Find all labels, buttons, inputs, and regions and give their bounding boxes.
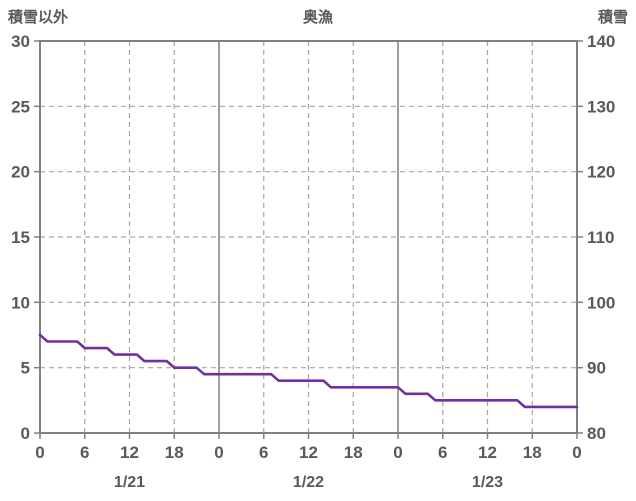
x-axis-tick-label: 18 — [344, 443, 363, 462]
x-axis-tick-label: 0 — [572, 443, 581, 462]
date-label: 1/22 — [293, 474, 324, 491]
left-axis-tick-label: 5 — [21, 359, 30, 378]
x-axis-tick-label: 18 — [165, 443, 184, 462]
x-axis-tick-label: 12 — [120, 443, 139, 462]
x-axis-tick-label: 6 — [259, 443, 268, 462]
x-axis-tick-label: 18 — [523, 443, 542, 462]
left-axis-title: 積雪以外 — [8, 9, 69, 26]
right-axis-tick-label: 130 — [587, 97, 615, 116]
x-axis-tick-label: 0 — [393, 443, 402, 462]
x-axis-tick-label: 6 — [80, 443, 89, 462]
left-axis-tick-label: 30 — [11, 32, 30, 51]
right-axis-tick-label: 110 — [587, 228, 614, 247]
left-axis-tick-label: 20 — [11, 163, 30, 182]
right-axis-tick-label: 120 — [587, 163, 615, 182]
left-axis-tick-label: 15 — [11, 228, 30, 247]
x-axis-tick-label: 6 — [438, 443, 447, 462]
left-axis-tick-label: 0 — [21, 424, 30, 443]
left-axis-tick-label: 10 — [11, 293, 30, 312]
right-axis-tick-label: 90 — [587, 359, 606, 378]
x-axis-tick-label: 12 — [299, 443, 318, 462]
x-axis-tick-label: 0 — [35, 443, 44, 462]
right-axis-tick-label: 100 — [587, 293, 615, 312]
right-axis-title: 積雪 — [597, 9, 628, 26]
right-axis-tick-label: 140 — [587, 32, 615, 51]
series-line-snow-depth — [38, 333, 579, 409]
chart-title: 奥漁 — [302, 9, 334, 26]
x-axis-tick-label: 0 — [214, 443, 223, 462]
x-axis-tick-label: 12 — [478, 443, 497, 462]
date-label: 1/23 — [472, 474, 503, 491]
right-axis-tick-label: 80 — [587, 424, 606, 443]
date-label: 1/21 — [114, 474, 145, 491]
left-axis-tick-label: 25 — [11, 97, 30, 116]
